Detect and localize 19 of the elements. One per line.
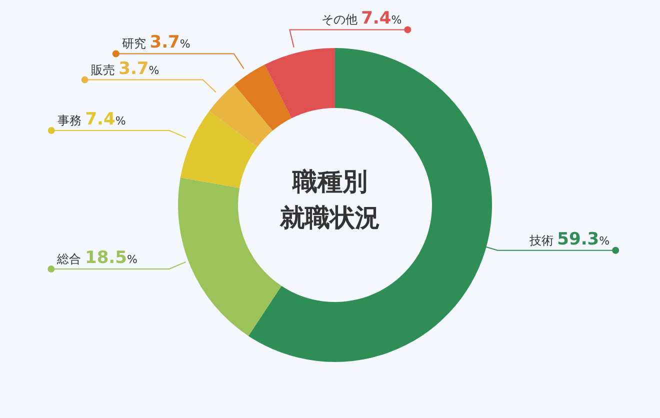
data-label: 7.4% bbox=[85, 110, 126, 130]
data-label: 18.5% bbox=[85, 248, 138, 268]
donut-slice bbox=[264, 48, 335, 118]
slice-label: 研究 bbox=[122, 36, 150, 51]
slice-label: 総合 bbox=[56, 252, 86, 266]
text: 就職状況 bbox=[278, 202, 381, 234]
data-label: 3.7% bbox=[150, 32, 190, 53]
data-label: 3.7% bbox=[118, 58, 160, 79]
donut-slice bbox=[209, 84, 273, 148]
slice-label: 事務 bbox=[57, 114, 86, 128]
data-label: 59.3% bbox=[557, 229, 610, 250]
donut-slice bbox=[178, 178, 282, 336]
text: 職種別 bbox=[291, 166, 368, 198]
slice-label: 販売 bbox=[90, 62, 119, 77]
donut-slice bbox=[180, 111, 258, 188]
donut-slice bbox=[234, 64, 292, 131]
data-label: 7.4% bbox=[361, 8, 402, 29]
slice-label: その他 bbox=[321, 12, 362, 27]
slice-label: 技術 bbox=[528, 233, 558, 248]
